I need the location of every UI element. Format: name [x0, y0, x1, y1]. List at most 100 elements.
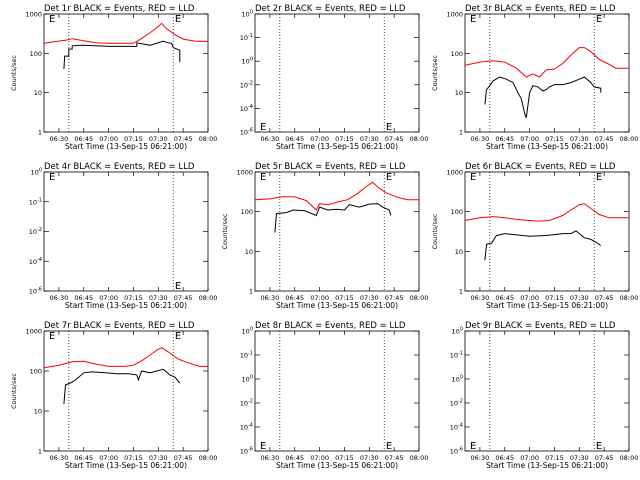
e-mark: E — [175, 14, 181, 25]
e-mark: E — [596, 172, 602, 183]
y-tick-label: 10-4 — [450, 423, 463, 432]
x-tick-label: 06:45 — [495, 294, 514, 302]
y-tick-label: 10-1 — [29, 197, 42, 206]
x-tick-label: 07:00 — [520, 454, 539, 462]
x-tick-label: 06:30 — [471, 294, 490, 302]
x-tick-label: 07:00 — [310, 454, 329, 462]
x-tick-label: 07:30 — [360, 294, 379, 302]
x-axis-label: Start Time (13-Sep-15 06:21:00) — [486, 301, 608, 310]
x-tick-label: 07:15 — [124, 135, 143, 143]
x-tick-label: 06:45 — [285, 294, 304, 302]
plot-frame — [43, 171, 209, 292]
y-tick-label: 10-6 — [450, 447, 463, 456]
e-mark: E — [596, 441, 602, 452]
y-tick-label: 100 — [451, 50, 463, 58]
x-tick-label: 07:30 — [570, 294, 589, 302]
panel-det-3: Det 3r BLACK = Events, RED = LLD 06:30 06:… — [431, 4, 638, 151]
x-tick-label: 06:45 — [495, 454, 514, 462]
x-tick-label: 07:15 — [545, 294, 564, 302]
x-axis-label: Start Time (13-Sep-15 06:21:00) — [276, 142, 398, 151]
y-tick-label: 100 — [242, 10, 253, 19]
x-tick-label: 06:45 — [285, 135, 304, 143]
x-tick-label: 06:30 — [50, 454, 69, 462]
y-tick-label: 100 — [242, 327, 253, 336]
x-axis-label: Start Time (13-Sep-15 06:21:00) — [276, 461, 398, 470]
plot-frame — [254, 13, 420, 133]
lld-series-line — [464, 203, 629, 222]
panel-det-5: Det 5r BLACK = Events, RED = LLD 06:30 06:… — [221, 162, 428, 310]
y-tick-label: 10-4 — [240, 423, 253, 432]
y-tick-label: 100 — [30, 50, 42, 58]
y-tick-label: 100 — [452, 375, 463, 384]
y-tick-label: 100 — [242, 375, 253, 384]
x-tick-label: 07:00 — [99, 454, 118, 462]
y-tick-label: 100 — [31, 168, 42, 177]
x-tick-label: 07:30 — [360, 454, 379, 462]
x-tick-label: 07:15 — [545, 454, 564, 462]
x-axis-label: Start Time (13-Sep-15 06:21:00) — [65, 142, 187, 151]
y-tick-label: 10 — [455, 248, 463, 256]
y-tick-label: 10 — [245, 248, 253, 256]
x-tick-label: 08:00 — [199, 454, 218, 462]
x-tick-label: 07:00 — [310, 135, 329, 143]
x-tick-label: 07:15 — [335, 454, 354, 462]
y-tick-label: 10-4 — [240, 104, 253, 113]
y-tick-label: 100 — [30, 368, 42, 376]
y-tick-label: 100 — [241, 208, 253, 216]
x-tick-label: 07:45 — [595, 454, 614, 462]
y-tick-label: 1000 — [25, 328, 42, 336]
e-mark: E — [260, 122, 266, 133]
y-tick-label: 100 — [242, 57, 253, 66]
events-series-line — [484, 76, 602, 118]
x-tick-label: 06:45 — [74, 294, 93, 302]
y-tick-label: 100 — [452, 327, 463, 336]
x-tick-label: 07:30 — [149, 135, 168, 143]
plot-frame — [43, 330, 209, 452]
e-mark: E — [260, 172, 266, 183]
panel-title: Det 3r BLACK = Events, RED = LLD — [465, 4, 616, 14]
y-tick-label: 10-4 — [29, 257, 42, 266]
x-tick-label: 07:00 — [520, 294, 539, 302]
y-tick-label: 1 — [38, 129, 42, 137]
panel-det-4: Det 4r BLACK = Events, RED = LLD 06:30 06:… — [29, 162, 218, 310]
x-tick-label: 07:15 — [335, 135, 354, 143]
x-tick-label: 07:45 — [595, 294, 614, 302]
events-series-line — [63, 368, 181, 405]
x-tick-label: 07:45 — [385, 294, 404, 302]
panel-title: Det 1r BLACK = Events, RED = LLD — [44, 4, 195, 14]
x-tick-label: 08:00 — [410, 294, 429, 302]
lld-series-line — [254, 181, 419, 211]
y-axis-label: Counts/sec — [10, 373, 18, 409]
panel-title: Det 2r BLACK = Events, RED = LLD — [255, 4, 406, 14]
x-tick-label: 07:30 — [570, 135, 589, 143]
panel-title: Det 4r BLACK = Events, RED = LLD — [44, 162, 195, 172]
panel-det-1: Det 1r BLACK = Events, RED = LLD 06:30 06:… — [10, 4, 217, 151]
y-tick-label: 1 — [459, 288, 463, 296]
x-tick-label: 06:30 — [471, 135, 490, 143]
y-tick-label: 10-1 — [450, 351, 463, 360]
x-tick-label: 07:15 — [124, 294, 143, 302]
x-tick-label: 07:00 — [99, 135, 118, 143]
panel-det-9: Det 9r BLACK = Events, RED = LLD 06:30 06:… — [450, 321, 639, 470]
y-tick-label: 1000 — [446, 11, 463, 19]
e-mark: E — [470, 441, 476, 452]
y-tick-label: 10-2 — [450, 399, 463, 408]
lld-series-line — [43, 22, 209, 44]
y-tick-label: 10-6 — [240, 447, 253, 456]
x-tick-label: 07:45 — [174, 135, 193, 143]
lld-series-line — [43, 347, 208, 369]
plot-frame — [464, 330, 630, 452]
x-tick-label: 07:45 — [595, 135, 614, 143]
x-axis-label: Start Time (13-Sep-15 06:21:00) — [486, 142, 608, 151]
y-axis-label: Counts/sec — [10, 55, 18, 91]
e-mark: E — [175, 331, 181, 342]
y-axis-label: Counts/sec — [221, 213, 229, 249]
x-tick-label: 08:00 — [620, 135, 639, 143]
y-tick-label: 1 — [459, 129, 463, 137]
e-mark: E — [470, 172, 476, 183]
y-axis-label: Counts/sec — [431, 213, 439, 249]
x-tick-label: 07:45 — [385, 135, 404, 143]
e-mark: E — [260, 441, 266, 452]
x-tick-label: 06:30 — [471, 454, 490, 462]
